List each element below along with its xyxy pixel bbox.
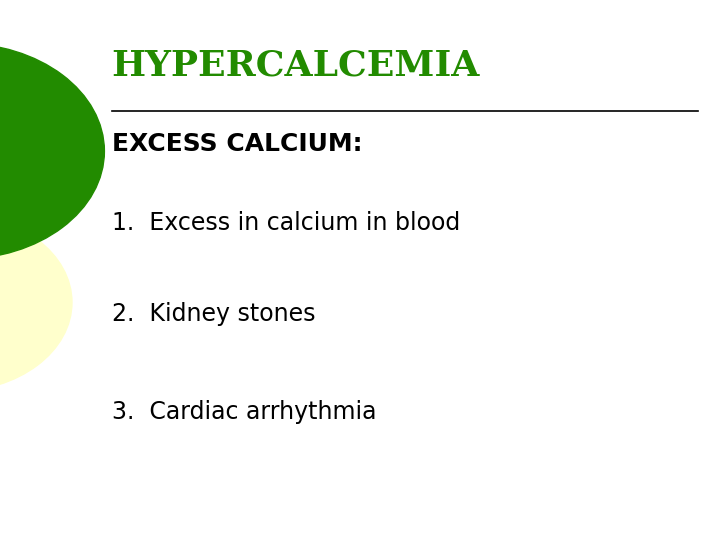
Text: EXCESS CALCIUM:: EXCESS CALCIUM:: [112, 132, 362, 156]
Circle shape: [0, 43, 104, 259]
Circle shape: [0, 213, 72, 392]
Text: 3.  Cardiac arrhythmia: 3. Cardiac arrhythmia: [112, 400, 376, 423]
Text: 1.  Excess in calcium in blood: 1. Excess in calcium in blood: [112, 211, 460, 234]
Text: 2.  Kidney stones: 2. Kidney stones: [112, 302, 315, 326]
Text: HYPERCALCEMIA: HYPERCALCEMIA: [112, 49, 480, 83]
